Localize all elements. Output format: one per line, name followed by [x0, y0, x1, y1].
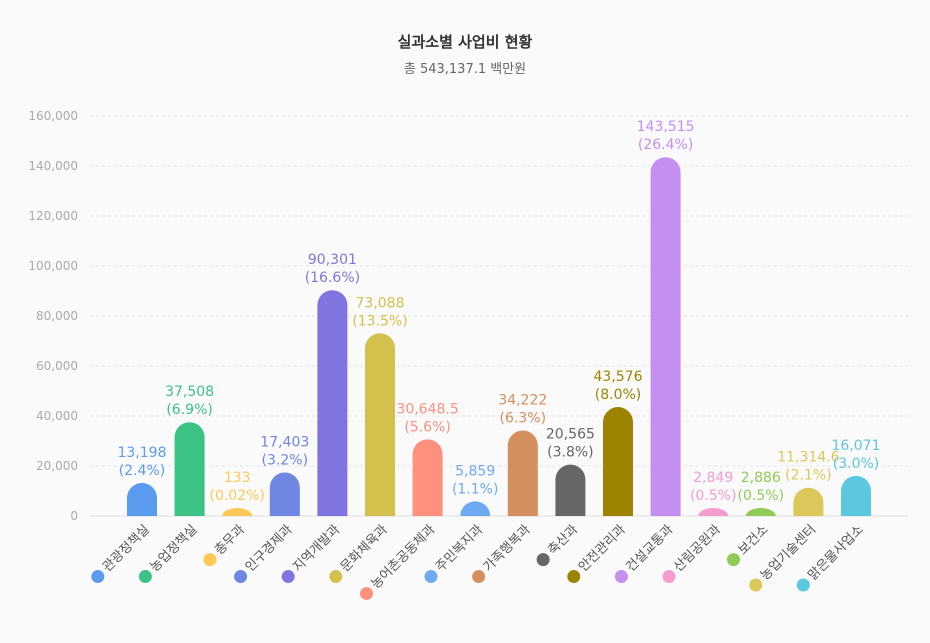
value-label: 11,314.6	[777, 450, 839, 466]
value-label: 133	[224, 470, 251, 486]
y-tick-label: 80,000	[36, 309, 78, 323]
value-label: 16,071	[832, 438, 881, 454]
x-tick-label: 산림공원과	[671, 522, 724, 575]
value-label: 13,198	[118, 445, 167, 461]
y-tick-label: 120,000	[28, 209, 78, 223]
percent-label: (3.8%)	[547, 445, 594, 461]
x-tick-label: 가족행복과	[480, 521, 534, 575]
y-tick-label: 20,000	[36, 459, 78, 473]
bar[interactable]	[460, 501, 491, 516]
percent-label: (16.6%)	[305, 270, 360, 286]
category-dot-icon	[424, 570, 438, 584]
percent-label: (0.5%)	[738, 488, 785, 504]
category-dot-icon	[472, 570, 486, 584]
bar[interactable]	[507, 430, 538, 516]
category-dot-icon	[329, 570, 343, 584]
category-dot-icon	[567, 570, 581, 584]
y-tick-label: 100,000	[28, 259, 78, 273]
bar[interactable]	[793, 487, 824, 516]
percent-label: (0.02%)	[209, 488, 264, 504]
bar[interactable]	[127, 483, 157, 516]
y-tick-label: 160,000	[28, 109, 78, 123]
percent-label: (2.4%)	[119, 463, 166, 479]
x-tick-label: 축산과	[545, 522, 581, 558]
bar[interactable]	[555, 464, 586, 516]
percent-label: (3.2%)	[262, 452, 309, 468]
x-tick-label: 지역개발과	[290, 522, 343, 575]
x-tick-label: 주민복지과	[433, 522, 486, 575]
category-dot-icon	[359, 586, 373, 600]
y-tick-label: 0	[70, 509, 78, 523]
y-tick-label: 60,000	[36, 359, 78, 373]
x-tick-label: 인구경제과	[243, 522, 296, 575]
y-tick-label: 40,000	[36, 409, 78, 423]
percent-label: (13.5%)	[352, 313, 407, 329]
value-label: 5,859	[455, 463, 495, 479]
category-dot-icon	[614, 570, 628, 584]
bar[interactable]	[365, 333, 395, 516]
value-label: 17,403	[260, 434, 309, 450]
percent-label: (8.0%)	[595, 387, 642, 403]
category-dot-icon	[749, 578, 763, 592]
category-dot-icon	[536, 553, 550, 567]
value-label: 2,849	[693, 470, 733, 486]
x-category: 보건소	[727, 522, 772, 567]
percent-label: (0.5%)	[690, 488, 737, 504]
bar[interactable]	[412, 439, 443, 516]
category-dot-icon	[91, 570, 105, 584]
value-label: 37,508	[165, 384, 214, 400]
value-label: 20,565	[546, 427, 595, 443]
value-label: 90,301	[308, 252, 357, 268]
category-dot-icon	[203, 553, 217, 567]
bar[interactable]	[317, 290, 348, 516]
bar[interactable]	[222, 508, 253, 516]
percent-label: (1.1%)	[452, 481, 499, 497]
bar[interactable]	[698, 508, 729, 516]
percent-label: (2.1%)	[785, 468, 832, 484]
bar[interactable]	[603, 407, 633, 516]
percent-label: (6.3%)	[500, 410, 547, 426]
y-tick-label: 140,000	[28, 159, 78, 173]
bar[interactable]	[650, 157, 681, 516]
category-dot-icon	[281, 570, 295, 584]
category-dot-icon	[138, 570, 152, 584]
chart-subtitle: 총 543,137.1 백만원	[404, 62, 526, 77]
value-label: 30,648.5	[396, 401, 458, 417]
percent-label: (5.6%)	[404, 419, 451, 435]
x-tick-label: 총무과	[212, 522, 248, 558]
bar[interactable]	[745, 508, 776, 516]
x-tick-label: 안전관리과	[576, 522, 629, 575]
bar[interactable]	[269, 472, 300, 516]
chart-title: 실과소별 사업비 현황	[398, 33, 533, 51]
x-tick-label: 관광정책실	[100, 522, 153, 575]
value-label: 34,222	[498, 392, 547, 408]
value-label: 73,088	[356, 295, 405, 311]
x-category: 총무과	[203, 522, 248, 567]
value-label: 143,515	[637, 119, 695, 135]
value-label: 43,576	[594, 369, 643, 385]
category-dot-icon	[662, 570, 676, 584]
x-category: 축산과	[536, 522, 581, 567]
bar[interactable]	[174, 422, 205, 516]
percent-label: (3.0%)	[833, 456, 880, 472]
x-tick-label: 농업정책실	[148, 522, 201, 575]
bar[interactable]	[841, 475, 871, 516]
category-dot-icon	[234, 570, 248, 584]
category-dot-icon	[727, 553, 741, 567]
percent-label: (6.9%)	[166, 402, 213, 418]
category-dot-icon	[796, 578, 810, 592]
percent-label: (26.4%)	[638, 137, 693, 153]
x-tick-label: 건설교통과	[624, 522, 677, 575]
value-label: 2,886	[741, 470, 781, 486]
x-tick-label: 보건소	[736, 522, 772, 558]
